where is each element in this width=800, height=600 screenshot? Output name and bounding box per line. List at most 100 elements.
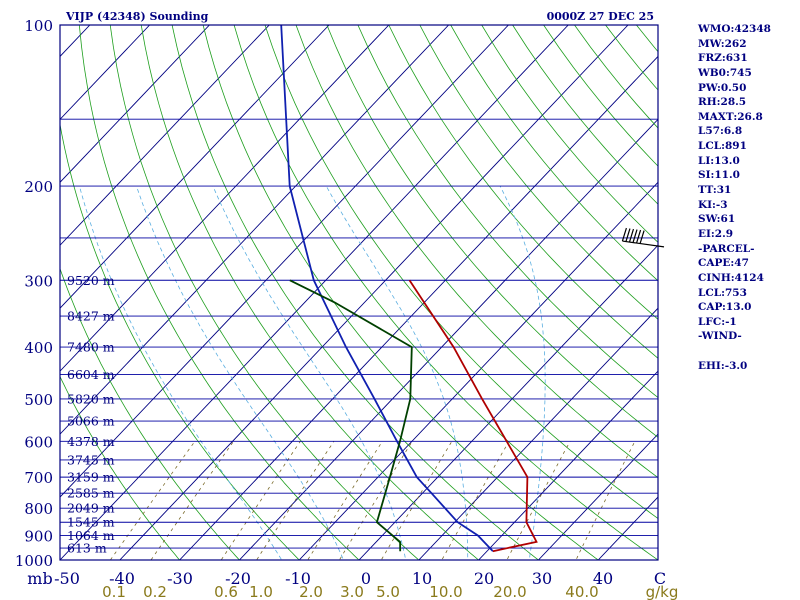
temperature-tick-label: -20 bbox=[225, 569, 251, 588]
stat-row bbox=[698, 344, 798, 359]
height-label: 3159 m bbox=[67, 470, 115, 485]
moist-adiabat-line bbox=[325, 185, 469, 560]
mixing-ratio-label: 20.0 bbox=[493, 583, 526, 600]
dry-adiabat-line bbox=[388, 25, 658, 359]
stat-row: LFC:-1 bbox=[698, 315, 737, 328]
height-label: 5066 m bbox=[67, 414, 115, 429]
mixing-ratio-label: 0.1 bbox=[102, 583, 126, 600]
pressure-label-200: 200 bbox=[24, 178, 53, 196]
mixing-ratio-labels: 0.1 0.2 0.6 1.0 2.0 3.0 5.0 10.0 20.0 40.0 g/kg bbox=[102, 583, 678, 600]
temperature-tick-label: -40 bbox=[109, 569, 135, 588]
temperature-tick-label: 30 bbox=[532, 569, 552, 588]
isotherm-line bbox=[60, 25, 270, 246]
isotherm-line bbox=[119, 25, 629, 560]
mixing-ratio-label: 2.0 bbox=[299, 583, 323, 600]
stat-row: WB0:745 bbox=[698, 66, 752, 79]
stat-row: SI:11.0 bbox=[698, 169, 740, 182]
isotherm-line bbox=[179, 55, 658, 560]
moist-adiabat-line bbox=[79, 185, 283, 560]
height-label: 9520 m bbox=[67, 273, 115, 288]
stat-row: SW:61 bbox=[698, 213, 736, 226]
dry-adiabat-line bbox=[60, 267, 240, 560]
isotherm-line bbox=[60, 25, 150, 121]
height-label: 8427 m bbox=[67, 309, 115, 324]
stat-row: CINH:4124 bbox=[698, 271, 764, 284]
mixing-ratio-label: 40.0 bbox=[565, 583, 598, 600]
temperature-tick-label: 20 bbox=[474, 569, 494, 588]
isotherm-line bbox=[60, 25, 210, 183]
dry-adiabat-line bbox=[140, 25, 480, 560]
height-label: 4378 m bbox=[67, 434, 115, 449]
temperature-tick-label: -50 bbox=[54, 569, 80, 588]
dry-adiabat-line bbox=[357, 25, 658, 399]
stat-row: -PARCEL- bbox=[698, 242, 755, 255]
mixing-ratio-label: g/kg bbox=[646, 583, 679, 600]
wind-barb-feather bbox=[635, 229, 642, 244]
sounding-time: 0000Z 27 DEC 25 bbox=[547, 10, 654, 23]
temperature-tick-label: 40 bbox=[593, 569, 613, 588]
stat-row: RH:28.5 bbox=[698, 96, 747, 109]
mixing-ratio-label: 3.0 bbox=[340, 583, 364, 600]
height-labels: 9520 m 8427 m 7480 m 6604 m 5820 m 5066 m 4378… bbox=[67, 273, 115, 556]
plot-frame bbox=[59, 24, 659, 561]
isotherm-line bbox=[60, 25, 449, 435]
pressure-tick-labels: 100 200 300 400 500 600 700 800 900 1000 bbox=[15, 17, 53, 570]
mixing-ratio-line bbox=[109, 441, 196, 560]
stat-row: KI:-3 bbox=[698, 198, 728, 211]
height-label: 2049 m bbox=[67, 501, 115, 516]
pressure-label-1000: 1000 bbox=[15, 552, 53, 570]
dry-adiabat-line bbox=[326, 25, 658, 438]
stat-row: FRZ:631 bbox=[698, 52, 748, 65]
dry-adiabat-line bbox=[233, 25, 658, 560]
temperature-tick-labels: mb -50 -40 -30 -20 -10 0 10 20 30 40 C bbox=[27, 569, 666, 588]
mixing-ratio-line bbox=[307, 441, 383, 560]
dry-adiabat-line bbox=[78, 25, 360, 560]
mixing-ratio-label: 5.0 bbox=[376, 583, 400, 600]
isotherm-line bbox=[538, 433, 658, 560]
dry-adiabat-line bbox=[202, 25, 599, 560]
isotherm-line bbox=[418, 307, 658, 560]
sounding-profiles bbox=[280, 25, 538, 553]
stat-row: LCL:753 bbox=[698, 286, 747, 299]
isotherm-line bbox=[60, 25, 330, 309]
stat-row: EHI:-3.0 bbox=[698, 359, 748, 372]
stat-row: TT:31 bbox=[698, 184, 732, 197]
mixing-ratio-line bbox=[338, 441, 413, 560]
wind-barb-feather bbox=[621, 227, 627, 242]
wind-barb-shaft bbox=[622, 240, 665, 248]
mixing-ratio-label: 0.6 bbox=[214, 583, 238, 600]
height-label: 7480 m bbox=[67, 340, 115, 355]
pressure-label-600: 600 bbox=[24, 433, 53, 451]
temperature-tick-label: C bbox=[654, 569, 666, 588]
stat-row: -WIND- bbox=[698, 330, 742, 343]
stat-row: EI:2.9 bbox=[698, 227, 734, 240]
isotherm-line bbox=[60, 25, 509, 498]
isotherm-line bbox=[60, 25, 390, 372]
stat-row: LI:13.0 bbox=[698, 154, 740, 167]
temperature-tick-label: -30 bbox=[167, 569, 193, 588]
stat-row: MW:262 bbox=[698, 37, 747, 50]
plot-background bbox=[60, 25, 658, 560]
isotherm-line bbox=[239, 118, 658, 560]
pressure-label-500: 500 bbox=[24, 391, 53, 409]
height-label: 6604 m bbox=[67, 367, 115, 382]
mixing-ratio-line bbox=[506, 441, 571, 560]
height-label: 5820 m bbox=[67, 391, 115, 406]
stat-row: PW:0.50 bbox=[698, 81, 747, 94]
dry-adiabat-line bbox=[419, 25, 658, 320]
temperature-tick-label: 0 bbox=[361, 569, 371, 588]
stat-row: CAPE:47 bbox=[698, 257, 749, 270]
stat-row: WMO:42348 bbox=[698, 23, 771, 35]
temperature-tick-label: mb bbox=[27, 569, 52, 588]
mixing-ratio-label: 10.0 bbox=[429, 583, 462, 600]
stats-panel: WMO:42348 MW:262 FRZ:631 WB0:745 PW:0.50 RH:2… bbox=[698, 22, 798, 373]
pressure-label-700: 700 bbox=[24, 469, 53, 487]
pressure-label-400: 400 bbox=[24, 339, 53, 357]
height-label: 3745 m bbox=[67, 452, 115, 467]
dry-adiabat-line bbox=[60, 375, 181, 560]
moist-adiabat-line bbox=[212, 185, 407, 560]
mixing-ratio-line bbox=[441, 441, 510, 560]
height-label: 1064 m bbox=[67, 528, 115, 543]
wind-barb-feather bbox=[632, 229, 638, 243]
isotherm-line bbox=[298, 181, 658, 560]
